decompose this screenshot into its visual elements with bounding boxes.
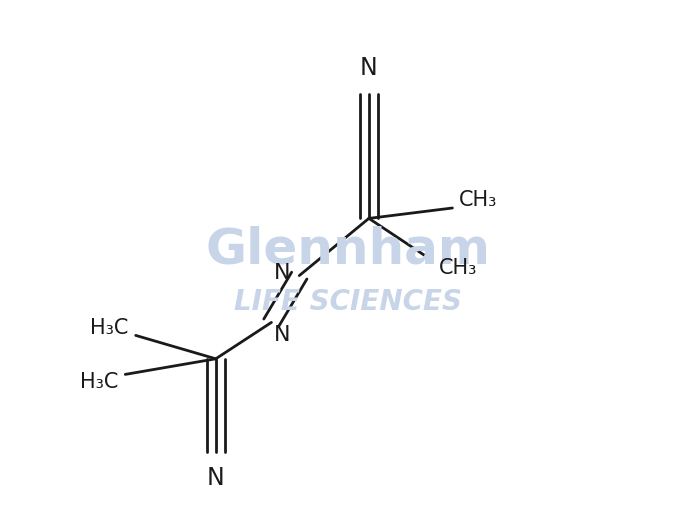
Text: CH₃: CH₃ <box>438 258 477 278</box>
Text: N: N <box>207 466 225 490</box>
Text: CH₃: CH₃ <box>459 190 498 210</box>
Text: Glennham: Glennham <box>205 226 491 274</box>
Text: H₃C: H₃C <box>90 318 129 337</box>
Text: N: N <box>360 56 378 80</box>
Text: LIFE SCIENCES: LIFE SCIENCES <box>234 288 462 316</box>
Text: H₃C: H₃C <box>80 372 118 392</box>
Text: N: N <box>274 263 290 283</box>
Text: N: N <box>274 326 290 345</box>
